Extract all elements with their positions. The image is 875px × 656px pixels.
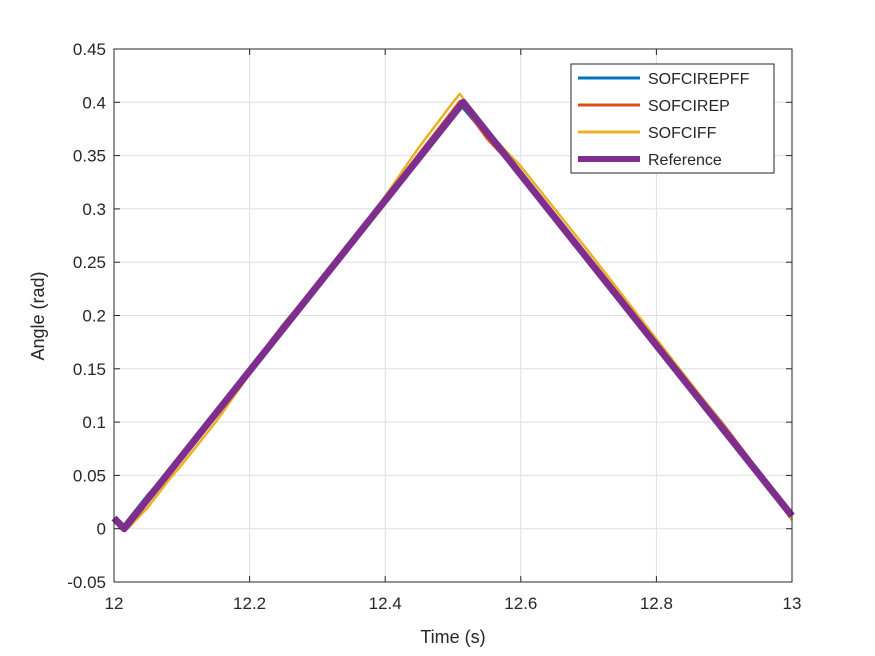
y-tick-label: 0.4: [82, 93, 106, 112]
x-tick-label: 12.6: [504, 594, 537, 613]
legend: SOFCIREPFF SOFCIREP SOFCIFF Reference: [570, 63, 775, 174]
x-tick-label: 12.4: [369, 594, 402, 613]
y-tick-label: 0.25: [73, 253, 106, 272]
y-tick-label: 0.2: [82, 307, 106, 326]
y-tick-label: 0.35: [73, 147, 106, 166]
legend-box: [570, 63, 775, 174]
y-tick-label: 0.1: [82, 413, 106, 432]
x-tick-label: 13: [783, 594, 802, 613]
legend-label-sofcirep: SOFCIREP: [648, 98, 730, 115]
x-tick-label: 12.8: [640, 594, 673, 613]
series-line-sofciff: [113, 92, 794, 530]
x-tick-label: 12: [105, 594, 124, 613]
series-lines: [111, 92, 795, 533]
legend-label-sofciff: SOFCIFF: [648, 125, 717, 142]
y-tick-label: 0: [97, 520, 106, 539]
y-tick-label: 0.45: [73, 40, 106, 59]
y-tick-label: -0.05: [67, 573, 106, 592]
legend-label-reference: Reference: [648, 152, 722, 169]
x-axis-label: Time (s): [420, 627, 485, 647]
y-axis-label: Angle (rad): [28, 271, 48, 360]
y-axis-ticks: -0.05 0 0.05 0.1 0.15 0.2 0.25 0.3 0.35 0.4 0.45: [67, 40, 792, 592]
y-tick-label: 0.05: [73, 466, 106, 485]
y-tick-label: 0.3: [82, 200, 106, 219]
series-line-reference: [111, 98, 795, 533]
legend-label-sofcirepff: SOFCIREPFF: [648, 71, 750, 88]
y-tick-label: 0.15: [73, 360, 106, 379]
x-tick-label: 12.2: [233, 594, 266, 613]
x-axis-ticks: 12 12.2 12.4 12.6 12.8 13: [105, 49, 802, 613]
